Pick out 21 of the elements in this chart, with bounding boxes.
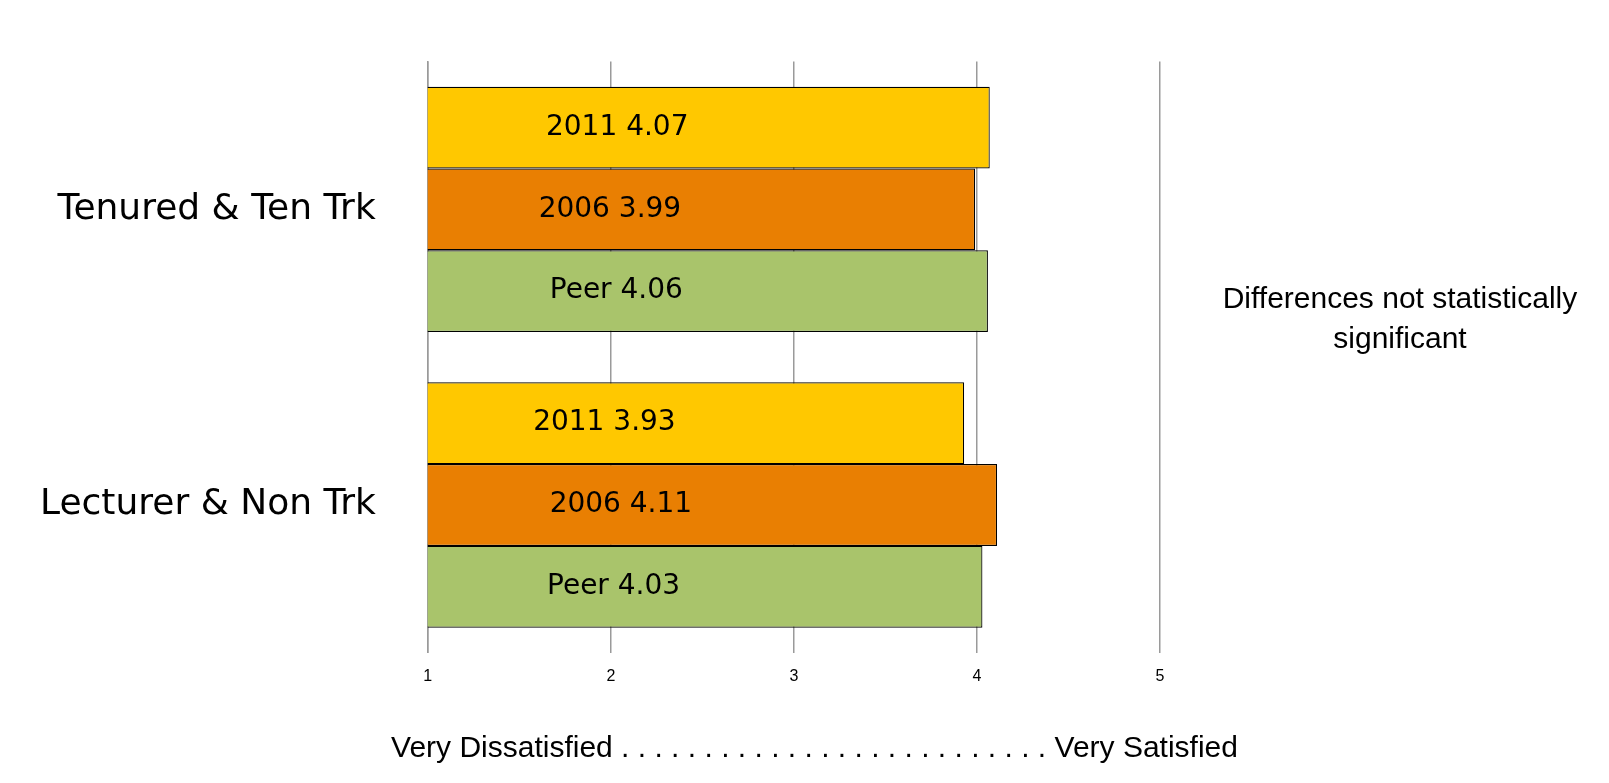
data-label: 3.93: [613, 404, 676, 438]
series-label: Peer: [547, 568, 610, 602]
x-tick-label: 1: [423, 666, 433, 684]
x-axis-title: Very Dissatisfied . . . . . . . . . . . . . . . . . . . . . . . . . . Very Satisfied: [390, 730, 1239, 764]
y-tick-label: Lecturer & Non Trk: [40, 481, 376, 523]
data-label: 4.11: [629, 486, 693, 520]
x-tick-label: 3: [789, 666, 799, 684]
data-label: 4.06: [620, 272, 683, 306]
x-tick-label: 5: [1155, 666, 1165, 684]
series-label: 2006: [549, 486, 621, 520]
x-tick-label: 4: [972, 666, 982, 684]
text: Peer: [549, 272, 612, 306]
data-label: 3.99: [618, 190, 682, 224]
text: Differences not statistically significant: [1221, 280, 1579, 356]
x-tick-label: 2: [606, 666, 616, 684]
text: 2011: [533, 404, 605, 438]
data-label: 4.03: [617, 568, 681, 602]
y-tick-label: Tenured & Ten Trk: [56, 185, 376, 227]
data-label: 4.07: [626, 108, 689, 142]
series-label: 2011: [545, 108, 618, 142]
text: 2006: [538, 190, 610, 224]
